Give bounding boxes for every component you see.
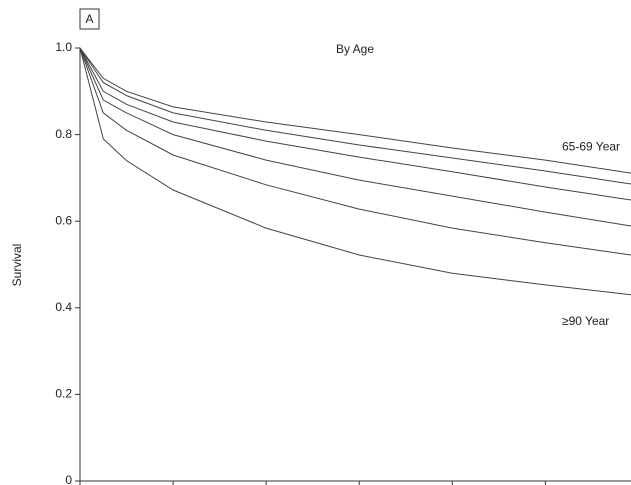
y-tick-label: 0.6 [55, 213, 72, 227]
survival-curve [79, 47, 631, 185]
y-tick-label: 0.4 [55, 300, 72, 314]
y-tick-label: 0.8 [55, 127, 72, 141]
y-tick-label: 0.2 [55, 387, 72, 401]
survival-curve [79, 47, 631, 174]
y-axis-label: Survival [10, 244, 24, 287]
survival-curve [79, 47, 631, 256]
panel-box [79, 8, 100, 30]
curve-label: ≥90 Year [562, 314, 609, 328]
panel-label: A [85, 12, 93, 26]
y-tick-label: 0 [65, 473, 72, 485]
survival-curve [79, 47, 631, 201]
curve-label: 65-69 Year [562, 139, 620, 153]
y-tick-label: 1.0 [55, 40, 72, 54]
survival-curve [79, 47, 631, 296]
chart-title: By Age [336, 42, 374, 56]
survival-curve [79, 47, 631, 227]
